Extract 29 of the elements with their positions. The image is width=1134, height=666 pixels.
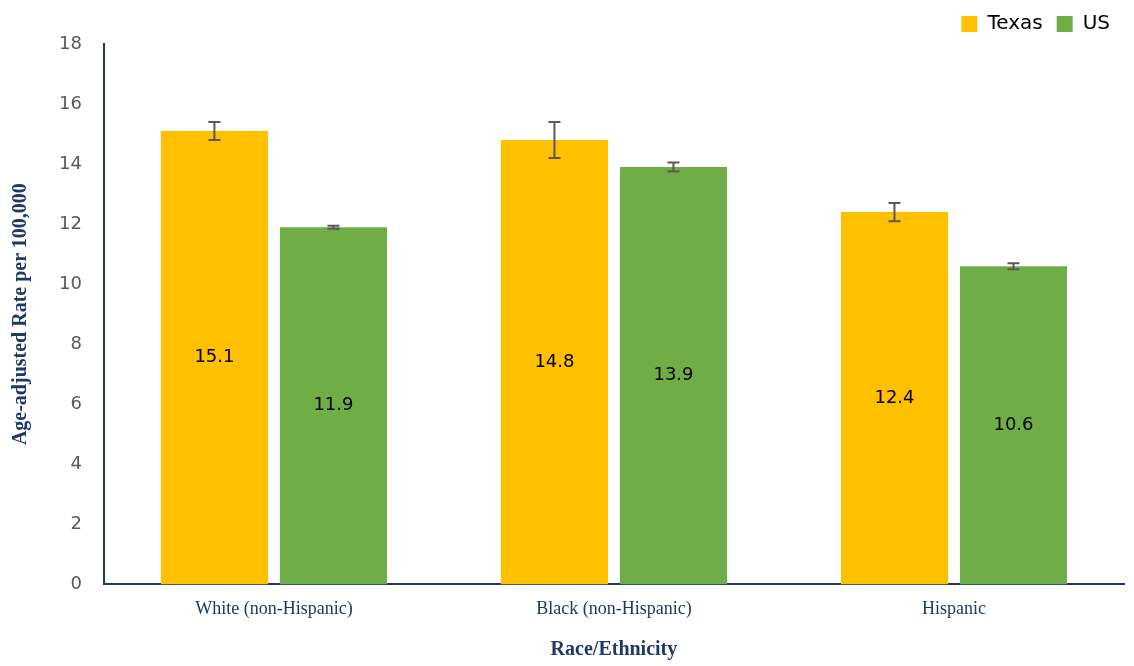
data-label: 13.9 [653,363,694,385]
x-axis-title: Race/Ethnicity [550,637,678,661]
y-tick-label: 18 [59,31,82,53]
y-tick-label: 12 [59,211,82,233]
y-tick-label: 2 [70,512,82,534]
bar [959,266,1068,585]
bar [279,227,387,585]
bar [619,167,728,585]
x-tick-label: White (non-Hispanic) [195,597,353,619]
x-tick-label: Black (non-Hispanic) [536,597,692,619]
y-axis-title: Age-adjusted Rate per 100,000 [8,183,32,446]
bar [160,131,268,585]
y-tick-label: 10 [59,271,82,293]
y-tick-label: 0 [70,572,82,594]
legend-label: US [1082,10,1111,35]
bar [500,140,608,585]
data-label: 14.8 [534,349,575,371]
y-tick-label: 16 [59,91,82,113]
y-tick-label: 8 [70,331,82,353]
data-label: 15.1 [194,345,235,367]
y-tick-label: 14 [59,151,82,173]
bar [840,212,949,585]
y-tick-label: 4 [70,451,82,473]
y-tick-label: 6 [70,391,82,413]
data-label: 11.9 [313,393,354,415]
legend-label: Texas [986,10,1043,35]
data-label: 10.6 [993,412,1034,434]
x-tick-label: Hispanic [921,597,986,618]
data-label: 12.4 [874,385,915,407]
